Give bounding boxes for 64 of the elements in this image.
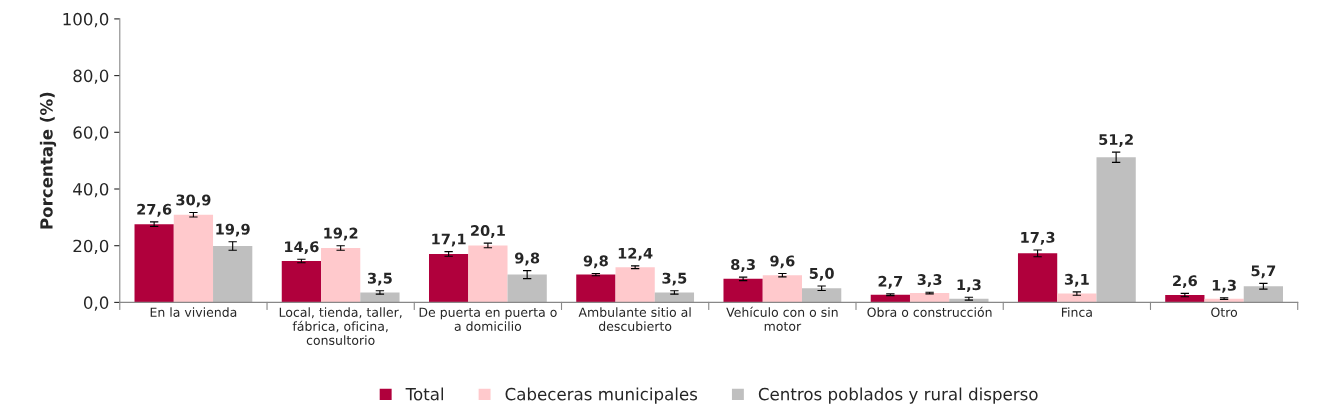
y-tick-label: 80,0	[73, 69, 109, 84]
data-label: 3,3	[917, 274, 942, 287]
bar	[360, 292, 400, 303]
data-label: 3,5	[367, 272, 392, 286]
y-tick-label: 0,0	[83, 296, 109, 311]
data-label: 1,3	[957, 279, 981, 293]
bar	[1057, 293, 1097, 303]
data-label: 17,1	[432, 233, 466, 247]
x-tick-label: Otro	[1211, 307, 1238, 317]
bar	[576, 274, 616, 303]
data-label: 8,3	[731, 259, 755, 272]
bar	[1243, 286, 1283, 303]
bar	[909, 293, 950, 303]
bar	[723, 278, 763, 303]
bar	[173, 214, 214, 303]
legend-label: Total	[405, 387, 444, 401]
data-label: 9,8	[515, 252, 540, 266]
bar	[213, 245, 253, 303]
y-tick-label: 20,0	[73, 239, 109, 254]
y-tick-label: 40,0	[73, 182, 109, 198]
y-tick-label: 100,0	[63, 12, 109, 28]
data-label: 5,7	[1251, 265, 1276, 279]
bar	[615, 267, 655, 303]
data-label: 5,0	[809, 267, 834, 281]
bar	[281, 261, 322, 303]
data-label: 17,3	[1021, 231, 1055, 245]
data-label: 12,4	[618, 247, 653, 261]
x-tick-label: Finca	[1061, 307, 1092, 317]
data-label: 19,2	[324, 227, 358, 241]
legend-label: Cabeceras municipales	[505, 387, 698, 404]
bar	[507, 274, 547, 303]
x-tick-label: Vehículo con o sin motor	[726, 306, 838, 331]
bar	[134, 224, 174, 303]
data-label: 14,6	[285, 241, 319, 255]
bar	[762, 275, 803, 303]
x-tick-label: Ambulante sitio al descubierto	[578, 307, 691, 331]
data-label: 1,3	[1212, 279, 1236, 293]
data-label: 51,2	[1099, 134, 1133, 147]
data-label: 27,6	[137, 203, 172, 217]
bar	[1165, 295, 1205, 303]
data-label: 9,6	[770, 255, 795, 269]
bar	[654, 292, 695, 303]
data-label: 3,5	[662, 272, 687, 286]
bar	[870, 294, 910, 303]
y-tick-label: 60,0	[73, 126, 109, 141]
bar	[802, 288, 842, 303]
bar	[1017, 253, 1058, 303]
bar	[468, 245, 508, 303]
data-label: 2,6	[1173, 275, 1197, 289]
bar	[429, 253, 469, 303]
data-label: 3,1	[1064, 273, 1089, 287]
data-label: 2,7	[878, 275, 903, 289]
bar	[1096, 157, 1136, 303]
x-tick-label: En la vivienda	[150, 307, 237, 317]
x-tick-label: Local, tienda, taller, fábrica, oficina, consultorio	[279, 307, 402, 345]
data-label: 30,9	[176, 194, 211, 208]
data-label: 9,8	[583, 255, 608, 269]
bar	[321, 247, 361, 303]
x-tick-label: De puerta en puerta o a domicilio	[419, 307, 557, 331]
data-label: 20,1	[471, 225, 505, 238]
y-axis-title: Porcentaje (%)	[39, 92, 57, 229]
legend-label: Centros poblados y rural disperso	[758, 387, 1038, 404]
data-label: 19,9	[216, 223, 250, 237]
x-tick-label: Obra o construcción	[867, 306, 992, 317]
